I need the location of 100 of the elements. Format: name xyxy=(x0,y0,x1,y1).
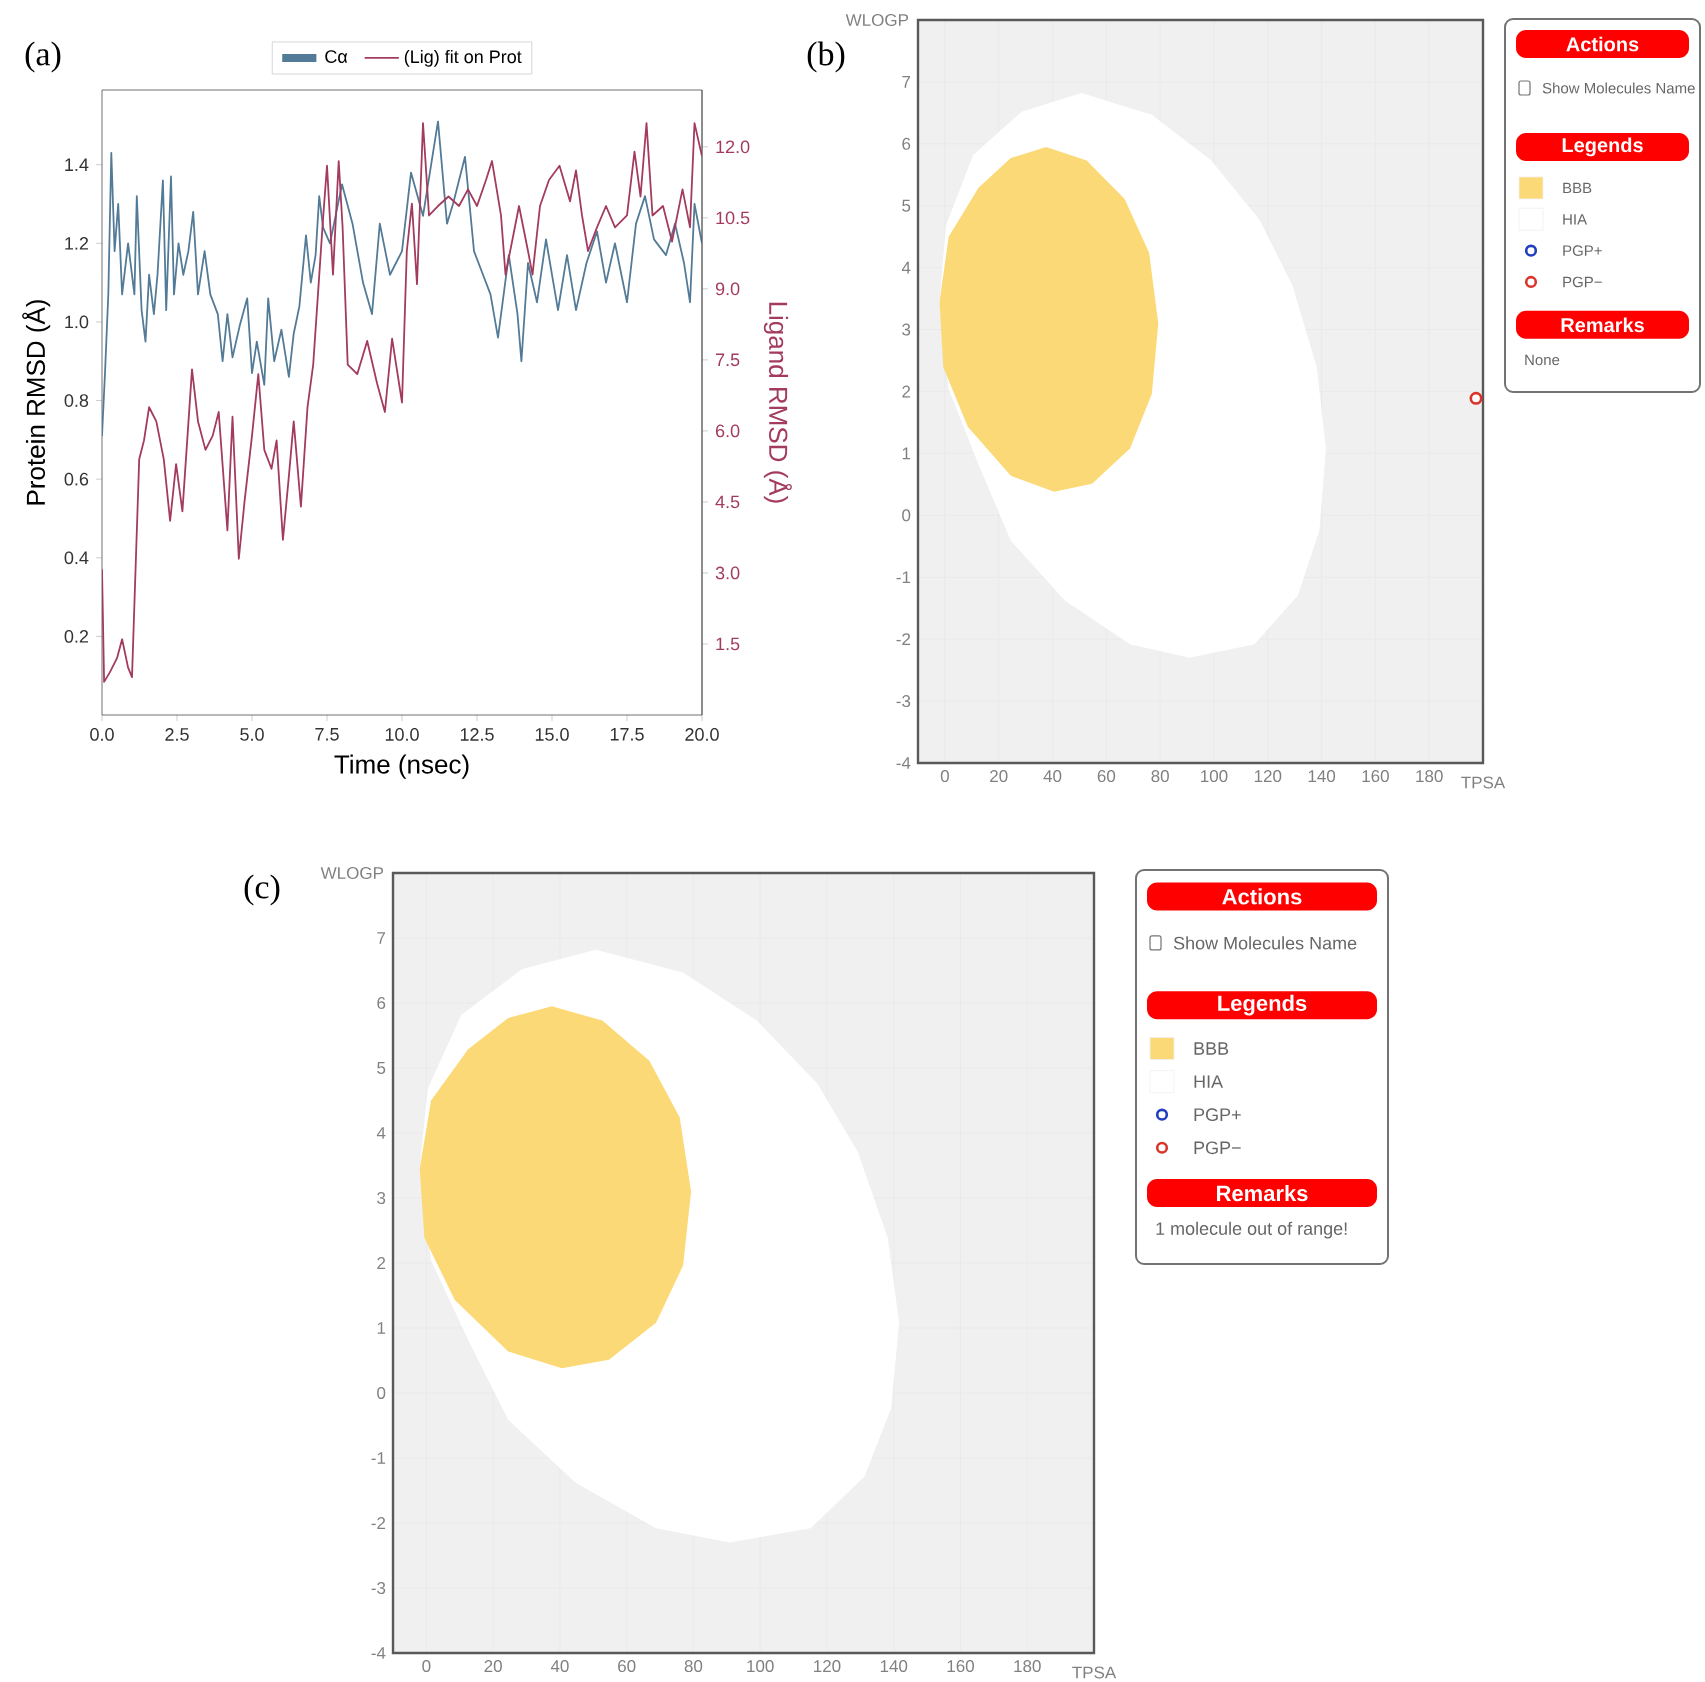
y2-tick-label: 7.5 xyxy=(715,353,740,367)
x-tick-label: 12.5 xyxy=(460,728,494,741)
y2-tick-label: 9.0 xyxy=(715,282,740,296)
x-tick-label: 5.0 xyxy=(240,728,264,741)
text: None xyxy=(1525,354,1560,366)
legend-label: HIA xyxy=(1194,1075,1224,1088)
y-axis-title: Protein RMSD (Å) xyxy=(22,300,51,505)
y-axis-title: WLOGP xyxy=(320,867,384,880)
line-series xyxy=(102,120,702,437)
x-tick-label: 160 xyxy=(1362,770,1389,783)
y-tick-label: -4 xyxy=(371,1647,386,1659)
x-tick-label: 20.0 xyxy=(685,728,719,741)
y-tick-label: 4 xyxy=(901,261,911,274)
y-axis-title: WLOGP xyxy=(845,14,909,27)
y-tick-label: 7 xyxy=(377,932,386,944)
y2-tick-label: 12.0 xyxy=(716,140,750,154)
x-tick-label: 100 xyxy=(747,1660,774,1673)
y-tick-label: 0.4 xyxy=(64,551,89,565)
x-tick-label: 40 xyxy=(550,1660,569,1673)
x-axis-title: Time (nsec) xyxy=(334,754,469,779)
x-tick-label: 10.0 xyxy=(385,728,419,741)
x-tick-label: 20 xyxy=(484,1660,502,1673)
y-tick-label: 2 xyxy=(902,385,911,398)
x-tick-label: 60 xyxy=(1097,770,1116,783)
y-tick-label: -3 xyxy=(896,695,911,708)
x-tick-label: 7.5 xyxy=(315,728,339,741)
text: Actions xyxy=(1222,888,1302,905)
y-tick-label: 1 xyxy=(377,1322,386,1334)
text: Show Molecules Name xyxy=(1173,936,1357,950)
y-tick-label: 0 xyxy=(902,509,911,522)
y-tick-label: 1.2 xyxy=(65,237,89,250)
legend-title: Legends xyxy=(1562,137,1643,157)
y-tick-label: -2 xyxy=(371,1517,386,1529)
line-series xyxy=(102,122,702,683)
x-axis-title: TPSA xyxy=(1461,776,1506,789)
y-tick-label: -1 xyxy=(371,1452,386,1464)
y-tick-label: 0.6 xyxy=(64,472,89,486)
chart-title: (a) xyxy=(25,41,61,73)
text: Remarks xyxy=(1561,317,1644,333)
y2-tick-label: 10.5 xyxy=(716,211,750,225)
x-tick-label: 15.0 xyxy=(535,728,569,741)
x-tick-label: 0 xyxy=(422,1660,431,1673)
x-tick-label: 160 xyxy=(947,1660,974,1673)
text: (b) xyxy=(807,41,845,73)
legend-label: PGP− xyxy=(1563,276,1602,288)
x-tick-label: 17.5 xyxy=(610,728,644,741)
y-tick-label: 1 xyxy=(902,447,911,460)
text: Remarks xyxy=(1217,1185,1308,1202)
y2-axis-title: Ligand RMSD (Å) xyxy=(763,302,792,503)
legend-label: PGP+ xyxy=(1194,1108,1241,1122)
y-tick-label: 6 xyxy=(902,137,911,150)
y2-tick-label: 3.0 xyxy=(715,566,740,580)
y-tick-label: -3 xyxy=(371,1581,386,1595)
x-tick-label: 140 xyxy=(880,1660,908,1673)
y2-tick-label: 1.5 xyxy=(716,637,740,651)
x-tick-label: 180 xyxy=(1416,770,1443,783)
y-tick-label: 3 xyxy=(377,1192,386,1205)
chart-title: (c) xyxy=(244,874,280,906)
legend-label: (Lig) fit on Prot xyxy=(404,49,522,67)
text: 1 molecule out of range! xyxy=(1156,1221,1347,1239)
y-tick-label: -4 xyxy=(896,757,911,769)
y-tick-label: 7 xyxy=(902,76,911,88)
y-tick-label: 0.2 xyxy=(64,630,89,643)
legend-label: Cα xyxy=(325,50,348,63)
x-tick-label: 180 xyxy=(1014,1660,1041,1673)
y-tick-label: -2 xyxy=(896,633,911,646)
y-tick-label: 1.4 xyxy=(65,158,89,171)
x-tick-label: 60 xyxy=(618,1660,636,1673)
y-tick-label: 4 xyxy=(376,1127,386,1139)
x-tick-label: 80 xyxy=(1151,770,1169,783)
x-axis-title: TPSA xyxy=(1072,1666,1117,1679)
legend-label: BBB xyxy=(1194,1042,1229,1055)
x-tick-label: 40 xyxy=(1043,770,1062,783)
y-tick-label: 6 xyxy=(377,997,386,1010)
y2-tick-label: 4.5 xyxy=(715,495,740,509)
legend-label: HIA xyxy=(1563,214,1588,225)
y-tick-label: 5 xyxy=(902,199,911,212)
x-tick-label: 100 xyxy=(1201,770,1228,783)
x-tick-label: 140 xyxy=(1308,770,1336,783)
y-tick-label: 2 xyxy=(377,1257,386,1269)
x-tick-label: 120 xyxy=(1254,770,1282,783)
x-tick-label: 0.0 xyxy=(90,728,114,741)
legend-label: BBB xyxy=(1563,182,1592,194)
y2-tick-label: 6.0 xyxy=(715,424,740,438)
y-tick-label: 1.0 xyxy=(65,315,89,329)
text: Actions xyxy=(1566,36,1639,52)
legend-title: Legends xyxy=(1218,994,1307,1016)
y-tick-label: 0.8 xyxy=(64,394,89,407)
y-tick-label: 5 xyxy=(377,1062,386,1074)
x-tick-label: 80 xyxy=(684,1660,703,1673)
legend-label: PGP− xyxy=(1194,1141,1241,1155)
y-tick-label: -1 xyxy=(896,571,911,584)
x-tick-label: 120 xyxy=(814,1660,841,1673)
y-tick-label: 3 xyxy=(902,323,911,336)
x-tick-label: 2.5 xyxy=(165,728,189,741)
legend-label: PGP+ xyxy=(1563,245,1602,256)
x-tick-label: 0 xyxy=(940,770,949,783)
x-tick-label: 20 xyxy=(990,770,1008,783)
y-tick-label: 0 xyxy=(377,1387,386,1400)
text: Show Molecules Name xyxy=(1542,82,1695,94)
